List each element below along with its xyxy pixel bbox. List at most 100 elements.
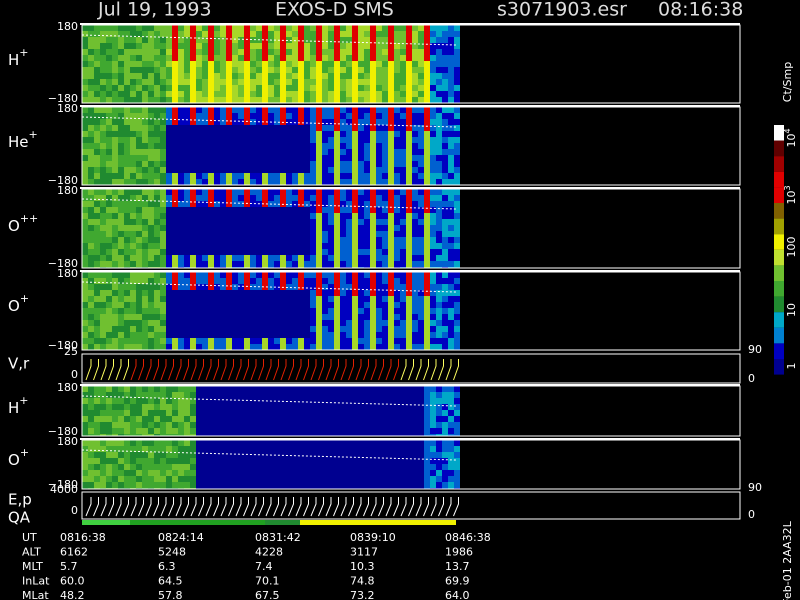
spectrogram-cell bbox=[124, 131, 130, 137]
spectrogram-cell bbox=[286, 308, 292, 314]
spectrogram-cell bbox=[400, 131, 406, 137]
spectrogram-cell bbox=[412, 97, 418, 103]
spectrogram-cell bbox=[316, 243, 322, 249]
spectrogram-cell bbox=[100, 91, 106, 97]
spectrogram-cell bbox=[376, 107, 382, 113]
spectrogram-cell bbox=[454, 404, 460, 410]
spectrogram-cell bbox=[388, 398, 394, 404]
spectrogram-cell bbox=[316, 410, 322, 416]
spectrogram-cell bbox=[190, 272, 196, 278]
spectrogram-cell bbox=[232, 278, 238, 284]
spectrogram-cell bbox=[256, 272, 262, 278]
spectrogram-cell bbox=[94, 392, 100, 398]
spectrogram-cell bbox=[238, 55, 244, 61]
spectrogram-cell bbox=[274, 119, 280, 125]
spectrogram-cell bbox=[334, 404, 340, 410]
spectrogram-cell bbox=[262, 207, 268, 213]
spectrogram-cell bbox=[82, 464, 88, 470]
spectrogram-cell bbox=[436, 73, 442, 79]
spectrogram-cell bbox=[394, 189, 400, 195]
spectrogram-cell bbox=[298, 37, 304, 43]
spectrogram-cell bbox=[154, 225, 160, 231]
spectrogram-cell bbox=[130, 231, 136, 237]
spectrogram-cell bbox=[280, 338, 286, 344]
spectrogram-cell bbox=[250, 422, 256, 428]
spectrogram-cell bbox=[136, 344, 142, 350]
spectrogram-cell bbox=[400, 91, 406, 97]
spectrogram-cell bbox=[322, 113, 328, 119]
spectrogram-cell bbox=[352, 55, 358, 61]
spectrogram-cell bbox=[250, 290, 256, 296]
spectrogram-cell bbox=[196, 49, 202, 55]
sawtooth bbox=[438, 497, 444, 517]
spectrogram-cell bbox=[328, 422, 334, 428]
spectrogram-cell bbox=[334, 320, 340, 326]
spectrogram-cell bbox=[136, 49, 142, 55]
spectrogram-cell bbox=[436, 284, 442, 290]
spectrogram-cell bbox=[382, 73, 388, 79]
colorbar-cell bbox=[774, 249, 784, 266]
spectrogram-cell bbox=[274, 161, 280, 167]
spectrogram-cell bbox=[322, 37, 328, 43]
spectrogram-cell bbox=[292, 207, 298, 213]
spectrogram-cell bbox=[298, 97, 304, 103]
spectrogram-cell bbox=[430, 207, 436, 213]
spectrogram-cell bbox=[214, 290, 220, 296]
spectrogram-cell bbox=[106, 320, 112, 326]
spectrogram-cell bbox=[448, 173, 454, 179]
spectrogram-cell bbox=[178, 37, 184, 43]
spectrogram-cell bbox=[406, 464, 412, 470]
spectrogram-cell bbox=[424, 137, 430, 143]
spectrogram-cell bbox=[412, 67, 418, 73]
spectrogram-cell bbox=[406, 255, 412, 261]
spectrogram-cell bbox=[340, 249, 346, 255]
spectrogram-cell bbox=[130, 31, 136, 37]
spectrogram-cell bbox=[100, 302, 106, 308]
spectrogram-cell bbox=[112, 173, 118, 179]
spectrogram-cell bbox=[400, 302, 406, 308]
spectrogram-cell bbox=[364, 73, 370, 79]
spectrogram-cell bbox=[112, 167, 118, 173]
ephemeris-value: 10.3 bbox=[350, 560, 375, 573]
spectrogram-cell bbox=[400, 179, 406, 185]
spectrogram-cell bbox=[190, 195, 196, 201]
spectrogram-cell bbox=[358, 410, 364, 416]
spectrogram-cell bbox=[340, 284, 346, 290]
sawtooth bbox=[175, 359, 182, 381]
spectrogram-cell bbox=[382, 344, 388, 350]
spectrogram-cell bbox=[292, 386, 298, 392]
spectrogram-cell bbox=[220, 428, 226, 434]
spectrogram-cell bbox=[268, 290, 274, 296]
spectrogram-cell bbox=[184, 422, 190, 428]
spectrogram-cell bbox=[238, 149, 244, 155]
spectrogram-cell bbox=[292, 143, 298, 149]
spectrogram-cell bbox=[358, 284, 364, 290]
spectrogram-cell bbox=[208, 195, 214, 201]
spectrogram-cell bbox=[382, 272, 388, 278]
spectrogram-cell bbox=[214, 416, 220, 422]
spectrogram-cell bbox=[298, 49, 304, 55]
spectrogram-cell bbox=[316, 137, 322, 143]
spectrogram-cell bbox=[82, 428, 88, 434]
sawtooth bbox=[393, 359, 399, 381]
spectrogram-cell bbox=[418, 67, 424, 73]
spectrogram-cell bbox=[136, 386, 142, 392]
spectrogram-cell bbox=[376, 464, 382, 470]
spectrogram-cell bbox=[214, 179, 220, 185]
spectrogram-cell bbox=[136, 392, 142, 398]
spectrogram-cell bbox=[226, 225, 232, 231]
spectrogram-cell bbox=[190, 25, 196, 31]
spectrogram-cell bbox=[238, 173, 244, 179]
spectrogram-cell bbox=[364, 243, 370, 249]
spectrogram-cell bbox=[184, 131, 190, 137]
spectrogram-cell bbox=[250, 452, 256, 458]
spectrogram-cell bbox=[154, 440, 160, 446]
spectrogram-cell bbox=[94, 344, 100, 350]
spectrogram-cell bbox=[184, 410, 190, 416]
sawtooth bbox=[423, 359, 429, 381]
spectrogram-cell bbox=[406, 308, 412, 314]
spectrogram-cell bbox=[130, 179, 136, 185]
spectrogram-cell bbox=[448, 161, 454, 167]
spectrogram-cell bbox=[424, 249, 430, 255]
spectrogram-cell bbox=[382, 482, 388, 488]
